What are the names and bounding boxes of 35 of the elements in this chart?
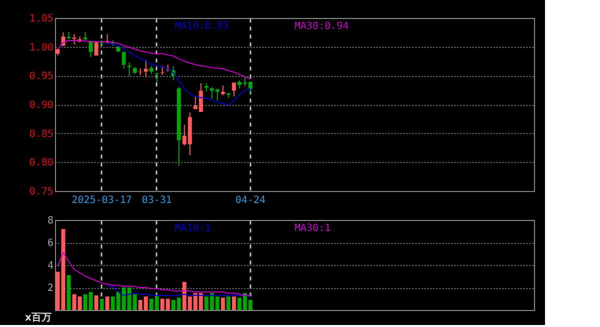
bar xyxy=(100,298,104,310)
y-tick-label: 4 xyxy=(47,260,54,272)
candlestick xyxy=(72,34,76,46)
bar xyxy=(220,298,225,310)
x-tick-label: 2025-03-17 xyxy=(72,195,132,206)
text: MA10:0.93 xyxy=(174,21,229,32)
y-tick-label: 0.95 xyxy=(29,71,54,82)
y-tick-label: 2 xyxy=(47,283,54,294)
bar xyxy=(66,275,71,310)
y-tick-label: 0.85 xyxy=(29,128,54,140)
text: MA30:1 xyxy=(294,223,331,234)
text: MA30:0.94 xyxy=(294,21,349,32)
candlestick xyxy=(88,40,93,58)
x-tick-label: 03-31 xyxy=(142,195,172,206)
bar xyxy=(105,296,110,310)
candlestick xyxy=(122,50,126,70)
y-tick-label: 6 xyxy=(47,238,54,249)
candlestick xyxy=(144,60,148,78)
x-tick-label: 04-24 xyxy=(235,195,266,206)
candlestick xyxy=(232,82,236,97)
text: MA10:1 xyxy=(174,223,211,234)
bar xyxy=(226,296,230,310)
candlestick xyxy=(94,41,98,56)
line-series xyxy=(57,252,251,296)
y-tick-label: 0.75 xyxy=(29,186,54,198)
bar xyxy=(232,296,236,310)
candlestick xyxy=(160,65,164,76)
line-series xyxy=(106,286,251,297)
y-tick-label: 8 xyxy=(47,216,54,226)
y-tick-label: 1.05 xyxy=(29,14,54,24)
y-tick-label: 0.80 xyxy=(29,158,54,169)
y-tick-label: 0.90 xyxy=(29,100,54,111)
y-tick-label: 1.00 xyxy=(29,42,54,54)
y-axis-title: x百万 xyxy=(25,312,52,324)
bar xyxy=(94,295,98,310)
